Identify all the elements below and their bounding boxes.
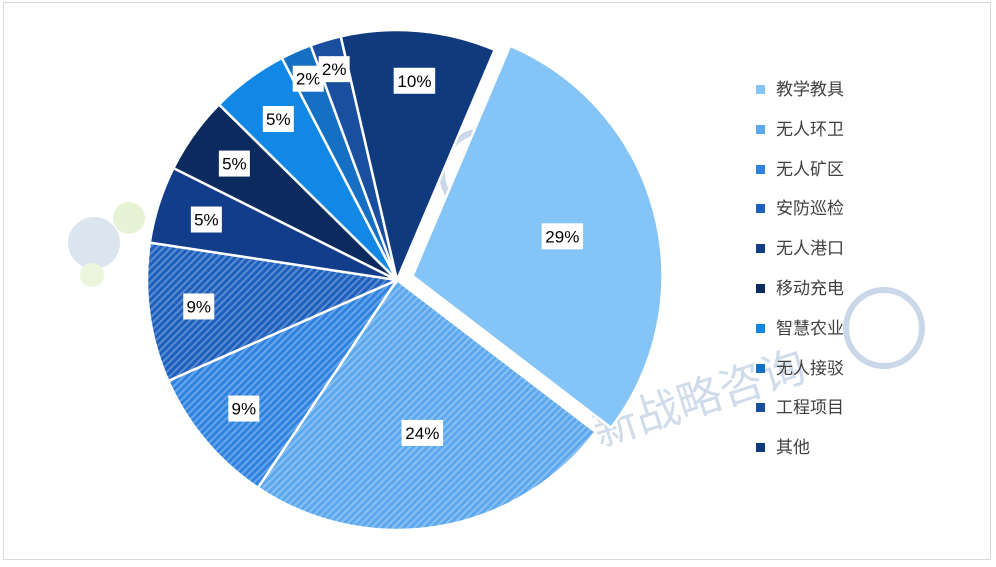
legend-label: 无人环卫 bbox=[776, 119, 844, 140]
data-label: 5% bbox=[190, 206, 222, 233]
data-label: 10% bbox=[393, 67, 436, 94]
legend-swatch bbox=[756, 323, 765, 333]
legend-swatch bbox=[756, 443, 765, 453]
legend-label: 其他 bbox=[776, 438, 810, 459]
pie-slice bbox=[166, 277, 401, 490]
legend-label: 无人矿区 bbox=[776, 159, 844, 180]
legend-label: 智慧农业 bbox=[776, 318, 844, 339]
legend-swatch bbox=[756, 284, 765, 293]
legend-swatch bbox=[756, 403, 765, 413]
data-label-text: 5% bbox=[194, 211, 219, 230]
legend-swatch bbox=[756, 124, 765, 134]
data-label: 9% bbox=[183, 293, 215, 320]
data-label-text: 5% bbox=[222, 155, 247, 174]
pie-slice bbox=[339, 28, 497, 285]
data-label-text: 10% bbox=[397, 72, 431, 91]
legend-swatch bbox=[756, 164, 765, 174]
legend-label: 安防巡检 bbox=[776, 199, 844, 220]
data-label-text: 9% bbox=[232, 400, 257, 419]
legend-swatch bbox=[756, 85, 765, 94]
data-label-text: 24% bbox=[405, 424, 439, 443]
data-label-text: 29% bbox=[545, 227, 579, 246]
data-label-text: 5% bbox=[266, 110, 291, 129]
chart-frame: 新战略咨询新战略咨询 29%24%9%9%5%5%5%2%2%10% 教学教具无… bbox=[3, 2, 991, 560]
legend-swatch bbox=[756, 244, 765, 254]
brand-mark-icon bbox=[113, 202, 145, 234]
pie-chart: 新战略咨询新战略咨询 29%24%9%9%5%5%5%2%2%10% bbox=[68, 28, 925, 532]
legend-swatch bbox=[756, 204, 765, 214]
legend-swatch bbox=[756, 363, 765, 373]
brand-mark-icon bbox=[80, 263, 104, 287]
data-label: 5% bbox=[218, 150, 250, 177]
seal-logo-icon bbox=[843, 287, 925, 369]
data-label: 2% bbox=[292, 65, 324, 92]
pie-slices bbox=[145, 28, 664, 532]
legend-label: 移动充电 bbox=[776, 279, 844, 299]
pie-slice bbox=[410, 44, 664, 430]
pie-slice bbox=[145, 241, 402, 383]
data-label-text: 2% bbox=[322, 60, 347, 79]
legend-label: 工程项目 bbox=[776, 398, 844, 419]
pie-data-labels: 29% 24% 9% 9% 5% 5% 5% 2%2% 10% bbox=[183, 56, 584, 446]
pie-slice bbox=[256, 278, 598, 532]
data-label-text: 9% bbox=[186, 297, 211, 316]
data-label: 9% bbox=[228, 395, 260, 422]
data-label: 24% bbox=[401, 419, 444, 446]
legend-label: 教学教具 bbox=[776, 80, 844, 100]
data-label: 5% bbox=[262, 106, 294, 133]
brand-mark-icon bbox=[68, 217, 120, 269]
legend-label: 无人港口 bbox=[776, 239, 844, 260]
data-label: 2% bbox=[318, 56, 350, 83]
data-label: 29% bbox=[541, 223, 584, 250]
data-label-text: 2% bbox=[296, 70, 321, 89]
legend-label: 无人接驳 bbox=[776, 358, 844, 379]
